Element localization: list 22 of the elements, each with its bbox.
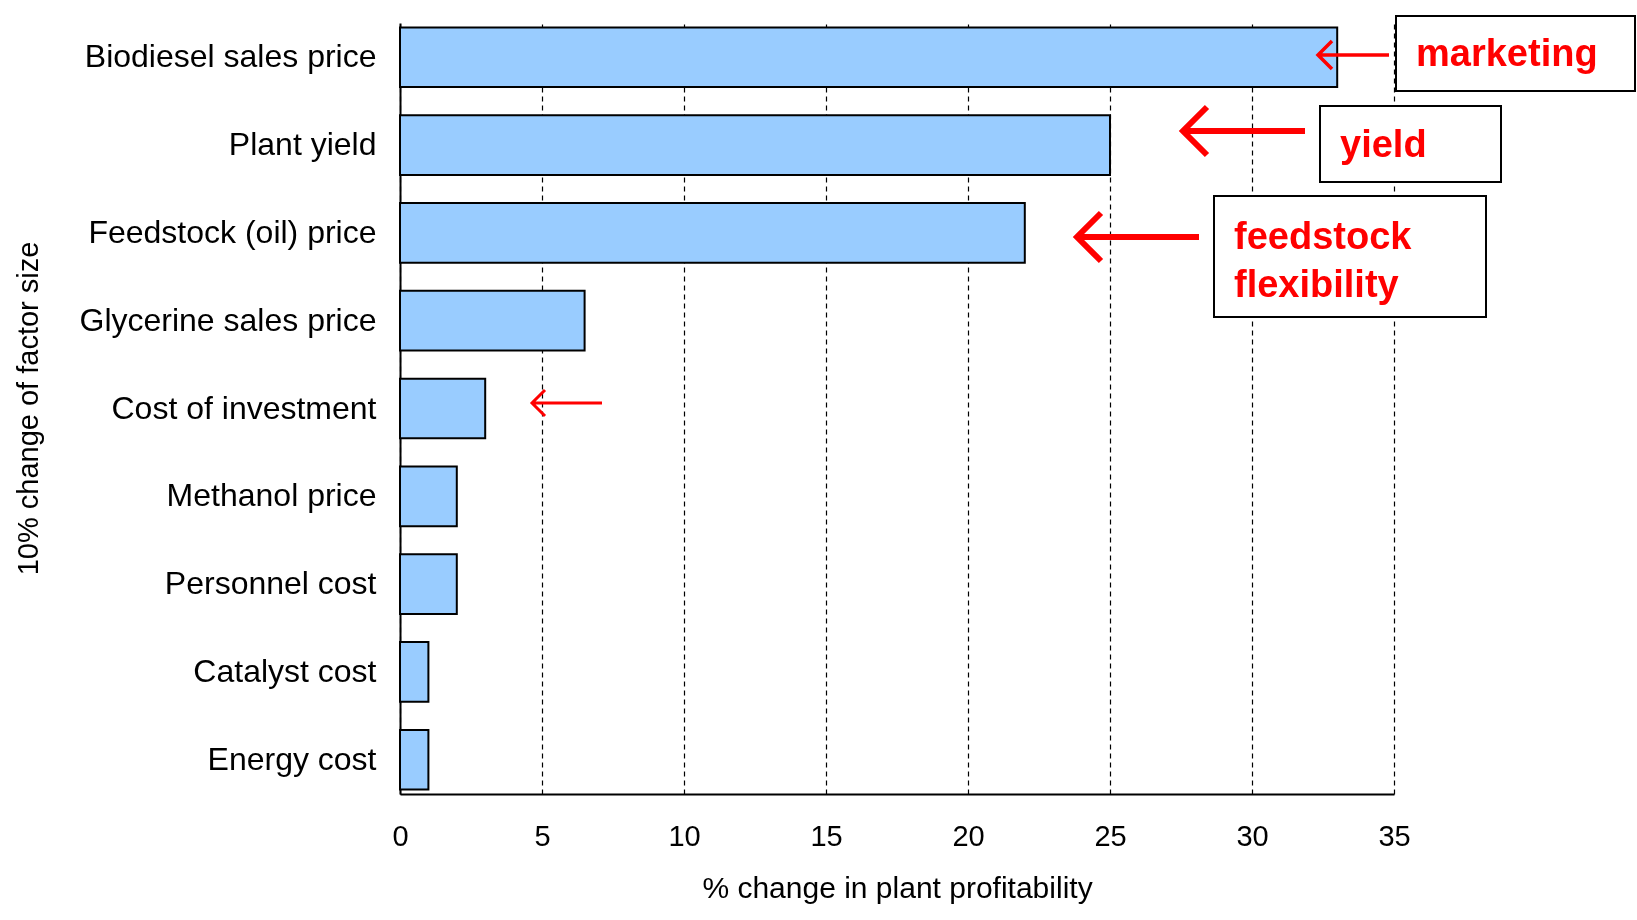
x-tick-label: 5 (534, 819, 551, 852)
x-tick-label: 30 (1236, 819, 1269, 852)
x-axis-title: % change in plant profitability (702, 870, 1093, 904)
y-tick-label: Cost of investment (111, 389, 377, 426)
y-tick-label: Feedstock (oil) price (88, 213, 377, 250)
annotation: yield (1340, 123, 1427, 165)
y-tick-label: Glycerine sales price (79, 301, 377, 338)
y-axis-title: 10% change of factor size (11, 241, 44, 576)
x-tick-label: 0 (392, 819, 409, 852)
y-tick-label: Biodiesel sales price (84, 38, 377, 75)
x-tick-label: 25 (1094, 819, 1127, 852)
y-tick-label: Plant yield (228, 126, 377, 163)
y-tick-label: Methanol price (166, 477, 377, 514)
x-tick-label: 10 (668, 819, 701, 852)
x-tick-label: 20 (952, 819, 985, 852)
annotation: feedstock flexibility (1234, 215, 1413, 305)
x-tick-label: 15 (810, 819, 843, 852)
y-tick-label: Catalyst cost (193, 652, 377, 689)
text: marketing (1416, 32, 1598, 74)
y-tick-label: Personnel cost (164, 565, 377, 602)
x-tick-label: 35 (1378, 819, 1411, 852)
y-tick-label: Energy cost (207, 740, 377, 777)
